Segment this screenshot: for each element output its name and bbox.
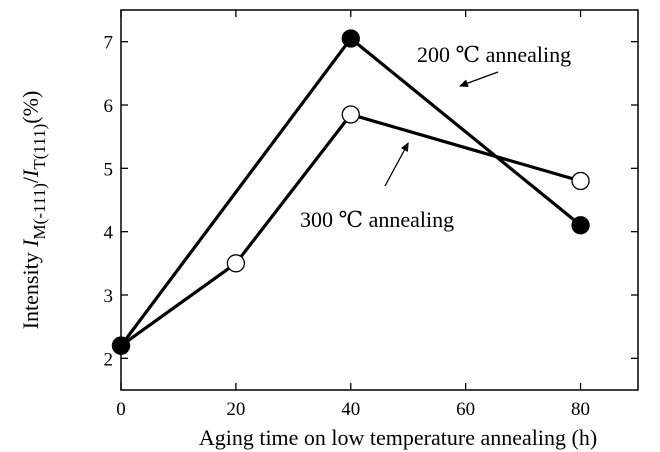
- series-0-point-2: [571, 216, 590, 235]
- series-line-1: [120, 112, 582, 348]
- y-tick-label-2: 2: [104, 349, 114, 370]
- y-axis-label: Intensity IM(-111)/IT(111)(%): [18, 91, 49, 330]
- y-label-num: I: [18, 238, 43, 248]
- x-tick-label-20: 20: [226, 399, 245, 420]
- x-tick-label-40: 40: [341, 399, 360, 420]
- plot-frame: [120, 9, 639, 391]
- series-markers: [111, 29, 590, 355]
- series-lines: [119, 36, 582, 348]
- annotations: 200 ℃ annealing 300 ℃ annealing: [300, 42, 571, 232]
- annotation-label-1: 300 ℃ annealing: [300, 207, 454, 232]
- y-tick-label-5: 5: [104, 159, 114, 180]
- annotation-label-0: 200 ℃ annealing: [417, 42, 571, 67]
- x-tick-label-60: 60: [456, 399, 475, 420]
- y-tick-label-6: 6: [104, 96, 114, 117]
- annotation-arrow-1: [384, 142, 409, 187]
- y-label-num-sub: M(-111): [30, 183, 49, 239]
- y-tick-label-7: 7: [104, 33, 114, 54]
- y-label-prefix: Intensity: [18, 247, 43, 330]
- axis-tick-labels: 0 20 40 60 80 2 3 4 5 6 7: [104, 33, 591, 420]
- series-1-point-1: [226, 254, 246, 273]
- y-label-den-sub: T(111): [30, 124, 49, 170]
- annotation-arrow-0: [458, 71, 499, 87]
- x-tick-label-0: 0: [116, 399, 126, 420]
- axis-ticks: [120, 10, 638, 390]
- y-tick-label-3: 3: [104, 286, 114, 307]
- y-tick-label-4: 4: [104, 223, 114, 244]
- series-1-point-3: [571, 171, 590, 191]
- x-tick-label-80: 80: [571, 399, 590, 420]
- series-line-0: [119, 36, 582, 347]
- series-1-point-2: [341, 105, 360, 124]
- x-axis-label: Aging time on low temperature annealing …: [199, 425, 597, 450]
- y-label-slash: /: [18, 176, 43, 183]
- y-label-suffix: (%): [18, 91, 43, 124]
- series-0-point-1: [341, 29, 360, 48]
- y-label-den: I: [18, 168, 43, 178]
